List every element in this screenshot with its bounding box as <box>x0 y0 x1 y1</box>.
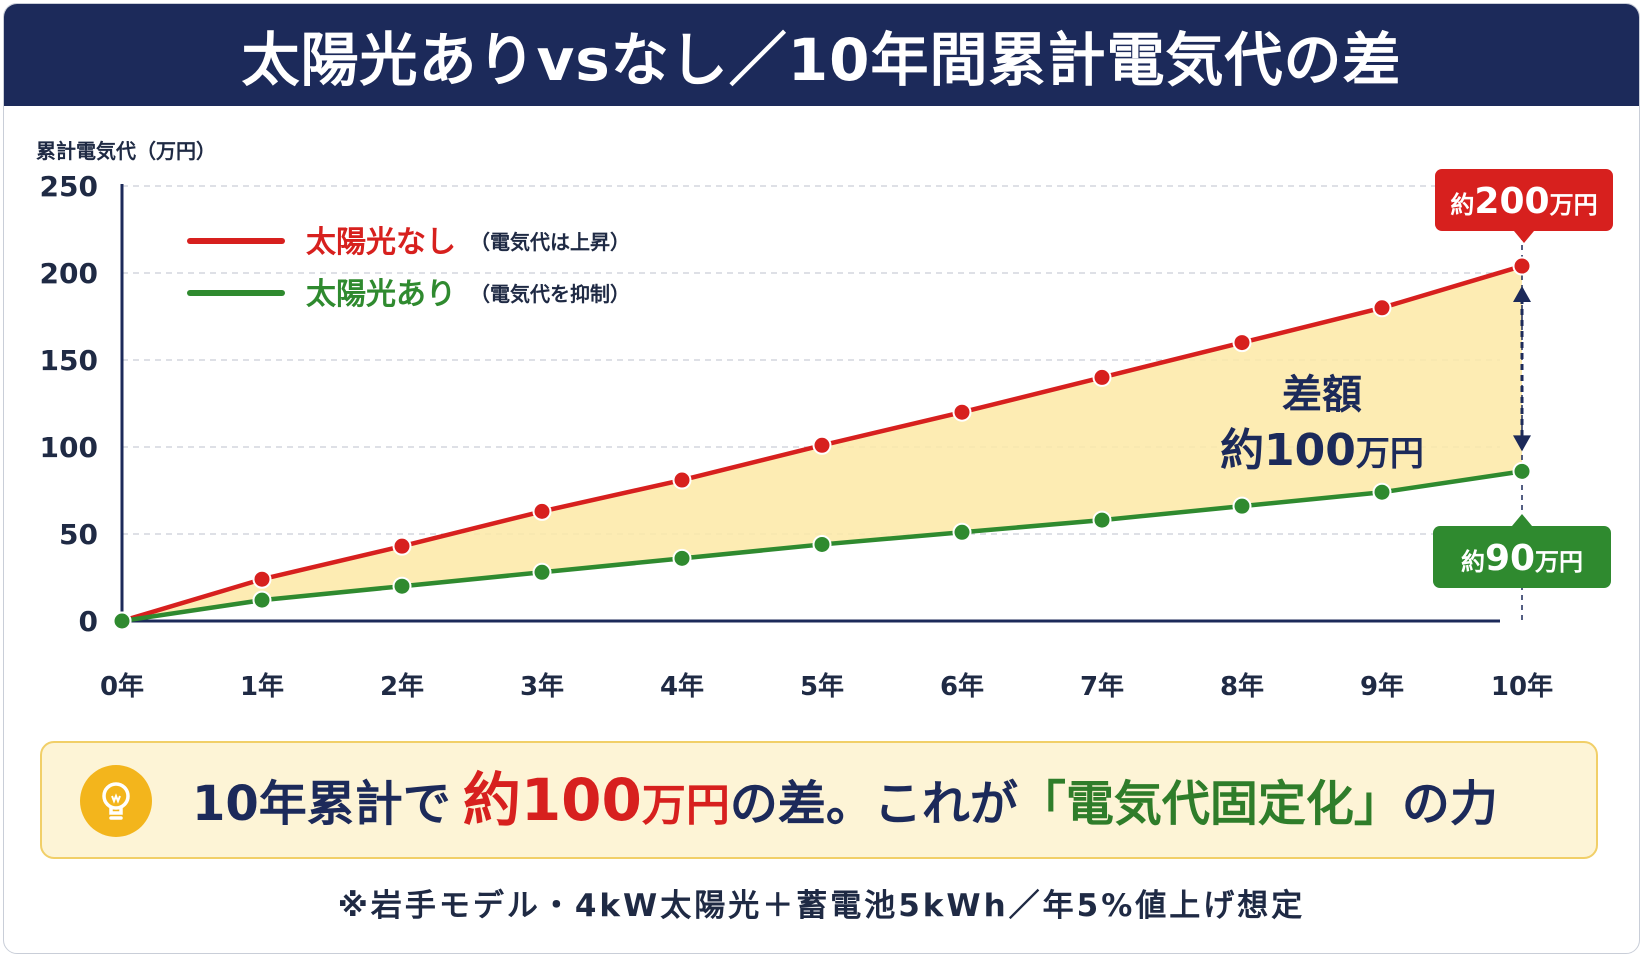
y-tick-label: 100 <box>40 431 98 464</box>
data-point <box>952 522 972 542</box>
difference-area <box>122 266 1522 621</box>
badge-low-bg <box>1433 526 1611 588</box>
badge-high-pointer <box>1514 231 1534 243</box>
badge-high-bg <box>1435 169 1613 231</box>
data-point <box>952 402 972 422</box>
x-tick-label: 2年 <box>380 671 424 702</box>
legend-label: 太陽光あり <box>306 277 456 312</box>
x-tick-label: 8年 <box>1220 671 1264 702</box>
data-point <box>252 590 272 610</box>
badge-high-label: 約200万円 <box>1450 181 1597 222</box>
summary-part3: の差。これが <box>729 776 1018 832</box>
x-tick-label: 10年 <box>1491 671 1553 702</box>
x-tick-label: 5年 <box>800 671 844 702</box>
data-point <box>1092 367 1112 387</box>
data-point <box>672 548 692 568</box>
data-point <box>812 534 832 554</box>
data-point <box>112 611 132 631</box>
summary-text: 10年累計で 約100 万円 の差。これが 「電気代固定化」 の力 <box>192 743 1498 857</box>
badge-low-pointer <box>1512 514 1532 526</box>
data-point <box>252 569 272 589</box>
y-axis-label: 累計電気代（万円） <box>36 139 216 163</box>
y-tick-label: 50 <box>59 518 98 551</box>
arrow-down-icon <box>1513 435 1531 452</box>
legend-note: （電気代は上昇） <box>470 230 630 254</box>
difference-label: 差額 <box>1282 372 1362 418</box>
data-point <box>1372 482 1392 502</box>
difference-amount: 約100万円 <box>1220 425 1424 476</box>
data-point <box>1512 461 1532 481</box>
summary-amount-unit: 万円 <box>641 780 730 831</box>
summary-box: 10年累計で 約100 万円 の差。これが 「電気代固定化」 の力 <box>40 741 1598 859</box>
data-point <box>672 470 692 490</box>
data-point <box>392 576 412 596</box>
page-title: 太陽光ありvsなし／10年間累計電気代の差 <box>241 26 1402 94</box>
title-bar: 太陽光ありvsなし／10年間累計電気代の差 <box>4 4 1639 106</box>
x-tick-label: 1年 <box>240 671 284 702</box>
data-point <box>1232 496 1252 516</box>
data-point <box>1232 333 1252 353</box>
y-tick-label: 150 <box>40 344 98 377</box>
summary-amount: 約100 <box>462 766 642 834</box>
legend-label: 太陽光なし <box>306 225 456 260</box>
summary-part1: 10年累計で <box>192 776 451 832</box>
data-point <box>1092 510 1112 530</box>
summary-highlight: 「電気代固定化」 <box>1017 776 1402 832</box>
legend-note: （電気代を抑制） <box>470 282 630 306</box>
arrow-up-icon <box>1513 286 1531 303</box>
lightbulb-icon <box>80 765 152 837</box>
x-tick-label: 0年 <box>100 671 144 702</box>
x-tick-label: 9年 <box>1360 671 1404 702</box>
data-point <box>1512 256 1532 276</box>
x-tick-label: 6年 <box>940 671 984 702</box>
x-tick-label: 3年 <box>520 671 564 702</box>
x-tick-label: 7年 <box>1080 671 1124 702</box>
data-point <box>1372 298 1392 318</box>
summary-part5: の力 <box>1401 776 1498 832</box>
data-point <box>812 435 832 455</box>
y-tick-label: 250 <box>40 170 98 203</box>
y-tick-label: 0 <box>79 605 98 638</box>
data-point <box>532 562 552 582</box>
data-point <box>392 536 412 556</box>
data-point <box>532 501 552 521</box>
footnote: ※岩手モデル・4kW太陽光＋蓄電池5kWh／年5%値上げ想定 <box>337 888 1306 924</box>
badge-low-label: 約90万円 <box>1461 538 1583 579</box>
y-tick-label: 200 <box>40 257 98 290</box>
x-tick-label: 4年 <box>660 671 704 702</box>
